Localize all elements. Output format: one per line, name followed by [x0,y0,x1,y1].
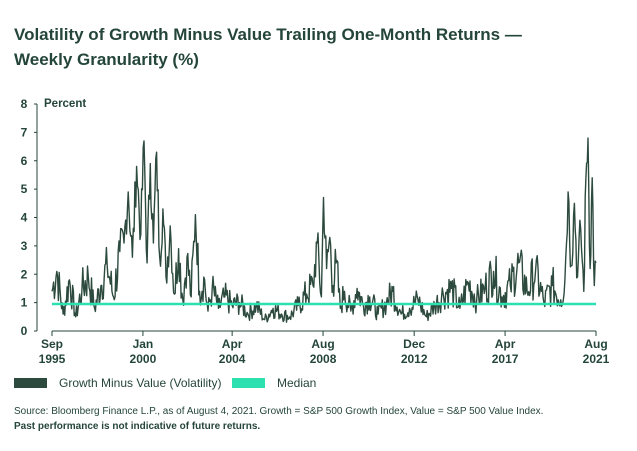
x-tick-month-label: Apr [495,337,516,351]
y-tick-label: 3 [21,239,28,253]
series-line-volatility [51,137,597,323]
source-text: Source: Bloomberg Finance L.P., as of Au… [14,406,544,417]
y-tick-label: 0 [21,324,28,338]
legend-label-volatility: Growth Minus Value (Volatility) [59,376,222,390]
x-tick-year-label: 2012 [401,352,428,366]
x-tick-year-label: 2021 [583,352,610,366]
y-tick-label: 1 [21,296,28,310]
chart-title-line2: Weekly Granularity (%) [14,50,199,69]
source-note: Source: Bloomberg Finance L.P., as of Au… [14,404,624,434]
x-tick-year-label: 2008 [310,352,337,366]
y-tick-label: 6 [21,154,28,168]
x-tick-year-label: 2004 [219,352,246,366]
y-tick-label: 5 [21,182,28,196]
chart-title-line1: Volatility of Growth Minus Value Trailin… [14,25,522,44]
x-tick-month-label: Sep [41,337,63,351]
x-tick-month-label: Dec [403,337,425,351]
chart-title: Volatility of Growth Minus Value Trailin… [14,22,614,72]
legend-swatch-volatility [14,378,47,388]
y-tick-label: 2 [21,267,28,281]
x-tick-month-label: Aug [584,337,607,351]
legend-item-median: Median [232,376,316,390]
legend-item-volatility: Growth Minus Value (Volatility) [14,376,222,390]
x-tick-month-label: Jan [133,337,154,351]
x-tick-year-label: 2017 [492,352,519,366]
legend-swatch-median [232,378,265,388]
x-tick-year-label: 2000 [130,352,157,366]
x-tick-month-label: Apr [222,337,243,351]
legend-label-median: Median [277,376,317,390]
y-axis-label: Percent [44,98,87,110]
y-tick-label: 4 [21,211,28,225]
disclaimer-text: Past performance is not indicative of fu… [14,421,261,432]
y-tick-label: 7 [21,125,28,139]
x-tick-year-label: 1995 [39,352,66,366]
x-tick-month-label: Aug [311,337,334,351]
y-tick-label: 8 [21,97,28,111]
